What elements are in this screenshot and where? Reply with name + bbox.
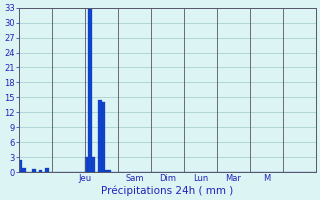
Bar: [105, 170, 108, 172]
Bar: [39, 170, 42, 172]
Bar: [32, 169, 36, 172]
Bar: [98, 100, 101, 172]
Bar: [19, 160, 22, 172]
Bar: [85, 157, 88, 172]
Bar: [22, 168, 26, 172]
Bar: [101, 102, 105, 172]
Bar: [45, 168, 49, 172]
Bar: [92, 157, 95, 172]
Bar: [88, 9, 92, 172]
X-axis label: Précipitations 24h ( mm ): Précipitations 24h ( mm ): [101, 185, 234, 196]
Bar: [108, 170, 111, 172]
